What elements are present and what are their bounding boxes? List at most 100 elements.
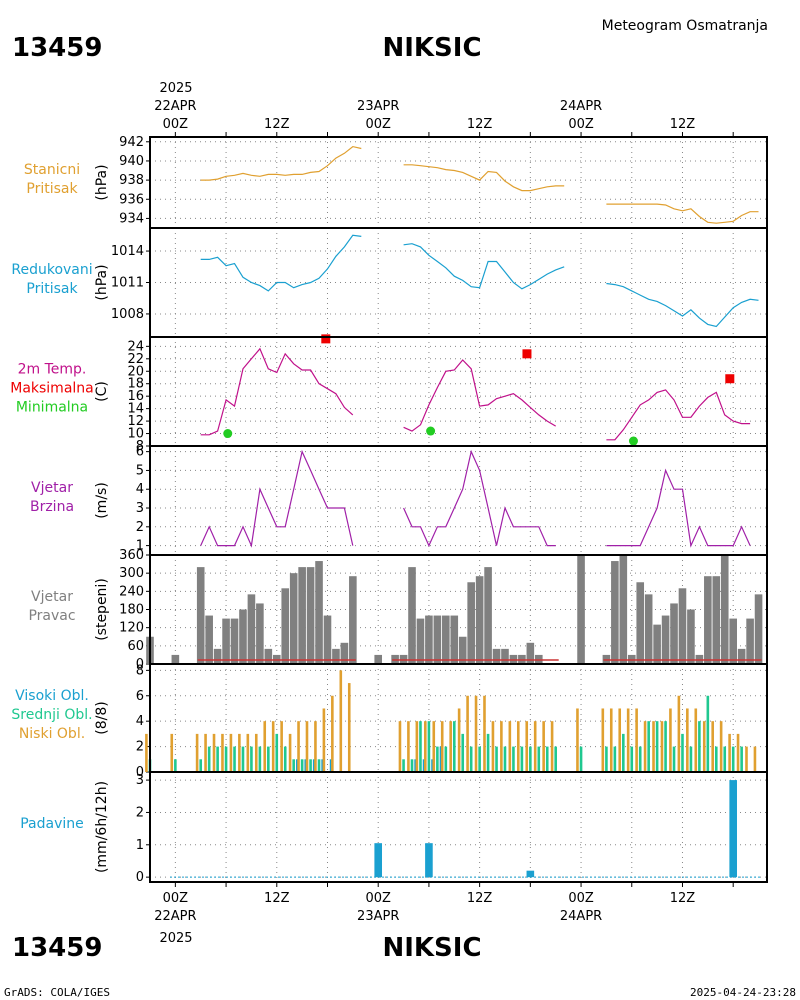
wind-direction-bar	[230, 618, 239, 664]
y-tick-label: 1011	[111, 276, 144, 291]
wind-direction-bar	[754, 594, 763, 664]
cloud-bar	[681, 733, 684, 772]
wind-direction-bar	[408, 567, 416, 664]
cloud-bar	[432, 721, 436, 772]
cloud-bar	[427, 721, 431, 772]
y-tick-label: 940	[119, 154, 144, 169]
cloud-bar	[576, 708, 579, 772]
series-line	[403, 449, 556, 548]
bottom-hour-label: 12Z	[670, 891, 696, 906]
cloud-bar	[728, 733, 731, 772]
cloud-bar	[622, 733, 625, 772]
cloud-bar	[440, 721, 444, 772]
wind-direction-bar	[213, 648, 222, 664]
wind-direction-bar	[704, 576, 712, 664]
cloud-bar	[638, 746, 642, 772]
panel-label: 2m Temp.	[18, 362, 87, 378]
cloud-bar	[719, 721, 723, 772]
panel-wind_speed: 1 2 3 4 5 6 (m/s) Vjetar Brzina	[30, 445, 768, 556]
series-line	[403, 359, 557, 432]
wind-direction-bar	[349, 576, 357, 664]
station-id-top: 13459	[12, 33, 102, 63]
cloud-bar	[698, 721, 701, 772]
panel-frame	[149, 136, 768, 229]
wind-direction-bar	[442, 615, 450, 664]
cloud-bar	[216, 746, 219, 772]
cloud-bar	[207, 746, 211, 772]
cloud-bar	[457, 708, 461, 772]
wind-direction-bar	[501, 648, 509, 664]
cloud-bar	[714, 746, 718, 772]
cloud-bar	[331, 695, 334, 772]
cloud-bar	[199, 759, 203, 772]
cloud-bar	[731, 746, 735, 772]
y-tick-label: 20	[127, 364, 144, 379]
cloud-bar	[613, 746, 617, 772]
y-tick-label: 936	[119, 192, 144, 207]
y-tick-label: 8	[136, 439, 144, 454]
top-hour-label: 00Z	[568, 117, 594, 132]
panel-frame	[149, 336, 768, 447]
wind-direction-bar	[653, 624, 661, 664]
precip-bar	[526, 870, 535, 878]
unit-label: (mm/6h/12h)	[94, 781, 110, 873]
cloud-bar	[711, 721, 714, 772]
bottom-hour-label: 12Z	[467, 891, 493, 906]
cloud-bar	[444, 746, 448, 772]
wind-direction-bar	[374, 654, 383, 664]
cloud-bar	[415, 721, 419, 772]
wind-direction-bar	[239, 609, 247, 664]
y-tick-label: 6	[136, 445, 144, 460]
cloud-bar	[516, 721, 520, 772]
plot-area: 934936938940942(hPa)StanicniPritisak1008…	[10, 99, 768, 924]
wind-direction-bar	[425, 615, 433, 664]
wind-direction-bar	[264, 648, 273, 664]
panel-label: Vjetar	[31, 589, 73, 605]
panel-frame	[149, 771, 768, 883]
panel-precipitation: 0 1 2 3 (mm/6h/12h) Padavine	[20, 771, 768, 885]
y-tick-label: 3	[136, 773, 144, 788]
cloud-bar	[706, 695, 710, 772]
top-day-label: 24APR	[560, 99, 602, 114]
y-tick-label: 4	[136, 482, 144, 497]
cloud-bar	[402, 759, 405, 772]
cloud-bar	[145, 733, 148, 772]
cloud-bar	[545, 746, 549, 772]
wind-direction-bar	[205, 615, 213, 664]
cloud-bar	[508, 721, 512, 772]
wind-direction-bar	[256, 603, 264, 664]
series-line	[403, 164, 565, 192]
panel-label: Stanicni	[24, 162, 80, 178]
cloud-bar	[579, 746, 583, 772]
cloud-bar	[529, 746, 532, 772]
cloud-bar	[238, 733, 241, 772]
cloud-bar	[305, 721, 309, 772]
panel-label: Padavine	[20, 816, 84, 832]
unit-label: (hPa)	[94, 264, 110, 300]
cloud-bar	[233, 746, 236, 772]
panel-label: Redukovani	[11, 262, 92, 278]
wind-direction-bar	[484, 567, 492, 664]
bottom-hour-label: 00Z	[568, 891, 594, 906]
cloud-bar	[736, 733, 740, 772]
bottom-day-label: 22APR	[154, 909, 196, 924]
y-tick-label: 240	[119, 584, 144, 599]
cloud-bar	[466, 695, 469, 772]
cloud-bar	[241, 746, 245, 772]
precip-bar	[729, 780, 737, 878]
cloud-bar	[275, 733, 279, 772]
y-tick-label: 3	[136, 501, 144, 516]
wind-direction-bar	[281, 588, 290, 664]
max-temp-marker	[725, 374, 735, 384]
bottom-hour-label: 00Z	[365, 891, 391, 906]
cloud-bar	[271, 721, 275, 772]
cloud-bar	[347, 683, 351, 772]
wind-direction-bar	[577, 555, 585, 664]
panel-label: Minimalna	[16, 400, 88, 416]
y-tick-label: 360	[119, 548, 144, 563]
cloud-bar	[537, 746, 541, 772]
cloud-bar	[170, 733, 174, 772]
y-tick-label: 14	[127, 402, 144, 417]
series-line	[200, 347, 354, 436]
